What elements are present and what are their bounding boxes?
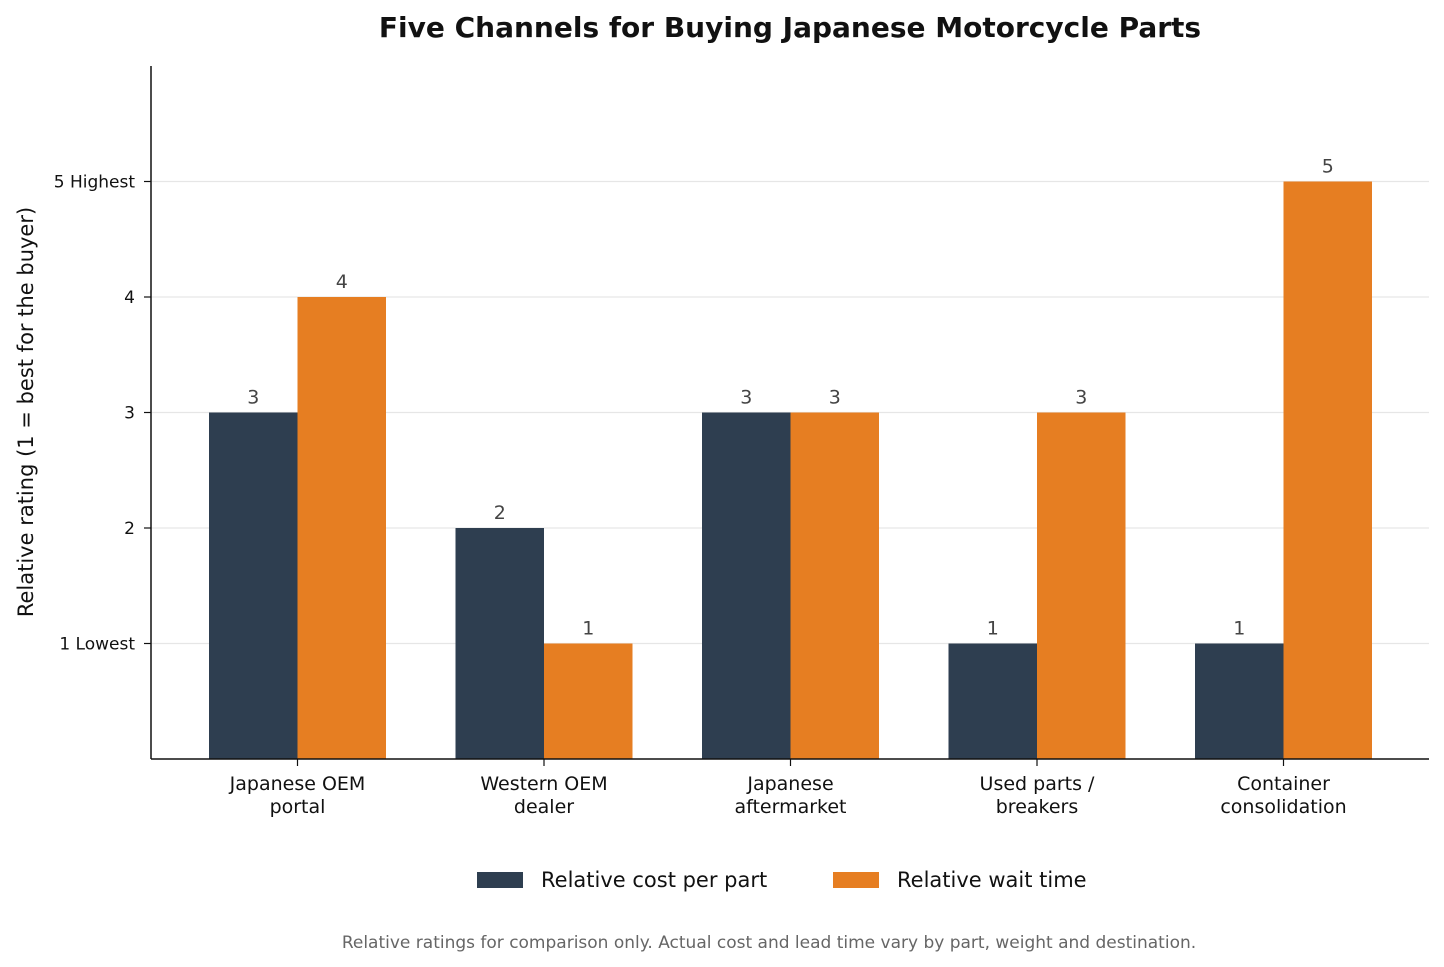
data-label: 1 (987, 618, 999, 640)
legend-label: Relative cost per part (541, 868, 767, 892)
bar (702, 412, 791, 759)
x-tick-label-line: Used parts / (980, 773, 1095, 795)
bar (1195, 643, 1284, 759)
data-label: 4 (336, 271, 348, 293)
legend-label: Relative wait time (897, 868, 1087, 892)
legend-swatch (833, 872, 879, 888)
data-label: 3 (1075, 387, 1087, 409)
bar (297, 297, 386, 759)
legend: Relative cost per part Relative wait time (477, 868, 1087, 892)
y-tick-label: 3 (124, 404, 135, 424)
data-label: 3 (740, 387, 752, 409)
x-tick-label-line: aftermarket (734, 796, 846, 818)
data-label: 2 (494, 502, 506, 524)
footnote: Relative ratings for comparison only. Ac… (342, 933, 1196, 953)
chart-title: Five Channels for Buying Japanese Motorc… (379, 11, 1201, 44)
bar (790, 412, 879, 759)
y-axis-label: Relative rating (1 = best for the buyer) (14, 207, 38, 617)
bars: 3 4 2 1 3 3 1 3 1 5 (209, 156, 1372, 759)
data-label: 5 (1322, 156, 1334, 178)
data-label: 1 (1233, 618, 1245, 640)
y-tick-label: 1 Lowest (59, 635, 135, 655)
y-tick-label: 5 Highest (54, 173, 136, 193)
bar (544, 643, 633, 759)
y-tick-label: 2 (124, 519, 135, 539)
y-tick-label: 4 (124, 288, 135, 308)
bar (1037, 412, 1126, 759)
bar (209, 412, 298, 759)
ticks: 1 Lowest 2 3 4 5 Highest Japanese OEM portal We… (54, 173, 1347, 819)
x-tick-label: Western OEM dealer (480, 773, 607, 818)
bar (455, 528, 544, 759)
x-tick-label: Japanese aftermarket (734, 773, 846, 818)
x-tick-label-line: portal (270, 796, 326, 818)
x-tick-label-line: Container (1237, 773, 1330, 795)
x-tick-label-line: dealer (514, 796, 574, 818)
bar (1283, 181, 1372, 759)
x-tick-label-line: Western OEM (480, 773, 607, 795)
x-tick-label: Japanese OEM portal (229, 773, 366, 818)
x-tick-label-line: breakers (996, 796, 1079, 818)
x-tick-label: Container consolidation (1220, 773, 1346, 818)
x-tick-label-line: Japanese (746, 773, 833, 795)
bar (948, 643, 1037, 759)
x-tick-label-line: Japanese OEM (229, 773, 366, 795)
legend-swatch (477, 872, 523, 888)
data-label: 1 (582, 618, 594, 640)
data-label: 3 (829, 387, 841, 409)
x-tick-label: Used parts / breakers (980, 773, 1095, 818)
x-tick-label-line: consolidation (1220, 796, 1346, 818)
data-label: 3 (247, 387, 259, 409)
